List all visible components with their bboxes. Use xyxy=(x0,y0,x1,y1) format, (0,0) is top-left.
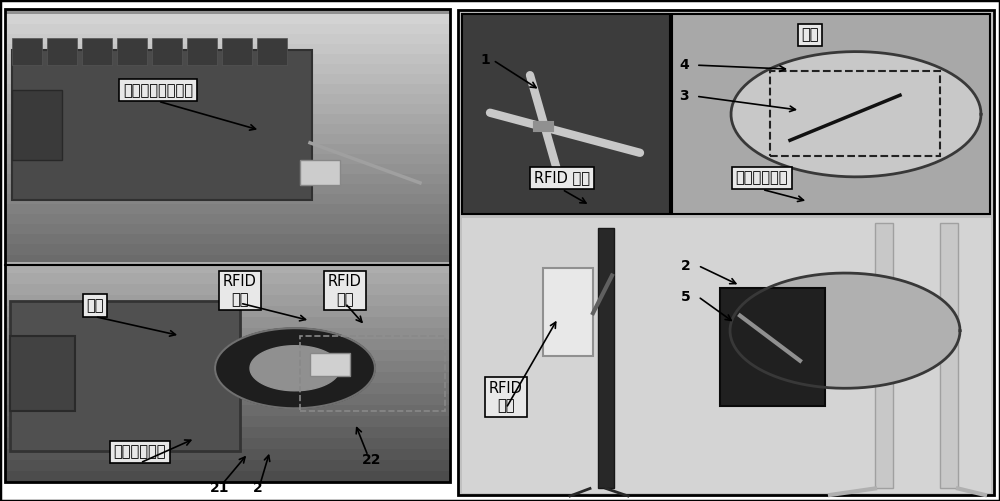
Bar xyxy=(5,124,450,134)
Text: 3: 3 xyxy=(679,89,689,103)
Text: RFID
标签: RFID 标签 xyxy=(223,275,257,307)
Text: 金属反射物体: 金属反射物体 xyxy=(114,444,166,459)
Bar xyxy=(672,14,990,214)
Bar xyxy=(5,372,450,383)
Text: 内置线性反射物体: 内置线性反射物体 xyxy=(123,83,193,98)
Bar xyxy=(598,228,614,488)
Bar xyxy=(5,394,450,405)
Bar xyxy=(5,174,450,184)
Bar xyxy=(5,74,450,84)
Bar xyxy=(875,318,958,326)
Bar xyxy=(5,284,450,295)
Bar xyxy=(5,295,450,306)
Bar xyxy=(5,361,450,372)
Bar xyxy=(5,54,450,64)
Bar xyxy=(770,71,940,156)
Text: 21: 21 xyxy=(210,481,230,495)
Bar xyxy=(5,328,450,339)
Bar xyxy=(5,9,450,265)
Bar xyxy=(5,134,450,144)
Bar xyxy=(5,339,450,350)
Bar xyxy=(5,416,450,427)
Bar xyxy=(5,194,450,204)
Text: 金属反射物体: 金属反射物体 xyxy=(736,170,788,185)
Bar xyxy=(875,223,893,488)
Text: 转轴: 转轴 xyxy=(86,298,104,313)
Bar xyxy=(458,10,994,495)
Bar xyxy=(10,336,75,411)
Bar xyxy=(152,38,182,65)
Bar xyxy=(5,154,450,164)
Bar xyxy=(5,24,450,34)
Bar xyxy=(5,44,450,54)
Bar xyxy=(5,317,450,328)
Text: 1: 1 xyxy=(480,53,490,67)
Text: RFID
天线: RFID 天线 xyxy=(328,275,362,307)
Bar xyxy=(5,438,450,449)
Bar xyxy=(10,301,240,451)
Bar xyxy=(5,460,450,471)
Bar xyxy=(5,350,450,361)
Bar xyxy=(5,214,450,224)
Bar xyxy=(12,50,312,200)
Bar xyxy=(5,254,450,265)
Bar xyxy=(12,90,62,160)
Bar xyxy=(5,383,450,394)
Text: 转盘: 转盘 xyxy=(801,28,819,43)
Bar xyxy=(5,144,450,154)
Polygon shape xyxy=(731,52,981,177)
Bar xyxy=(543,268,593,356)
Bar xyxy=(187,38,217,65)
Bar xyxy=(5,184,450,194)
Text: 4: 4 xyxy=(679,58,689,72)
Bar xyxy=(5,427,450,438)
Polygon shape xyxy=(215,328,375,408)
Bar xyxy=(5,224,450,234)
Text: RFID
天线: RFID 天线 xyxy=(489,381,523,413)
Bar xyxy=(5,405,450,416)
Text: 2: 2 xyxy=(253,481,263,495)
Bar xyxy=(5,104,450,114)
Bar xyxy=(5,262,450,273)
Bar xyxy=(47,38,77,65)
Bar xyxy=(5,9,450,482)
Text: 2: 2 xyxy=(681,259,691,273)
Bar xyxy=(5,114,450,124)
Bar xyxy=(117,38,147,65)
Bar xyxy=(82,38,112,65)
Bar xyxy=(5,164,450,174)
Polygon shape xyxy=(730,273,960,388)
Text: 22: 22 xyxy=(362,453,382,467)
Bar xyxy=(5,449,450,460)
Bar xyxy=(462,218,991,493)
Bar xyxy=(222,38,252,65)
Bar xyxy=(5,84,450,94)
Bar xyxy=(5,273,450,284)
Bar xyxy=(310,353,350,376)
Bar xyxy=(5,204,450,214)
Bar xyxy=(462,14,670,214)
Bar xyxy=(5,265,450,482)
Bar xyxy=(720,288,825,406)
Bar xyxy=(257,38,287,65)
Bar xyxy=(5,306,450,317)
Bar xyxy=(5,94,450,104)
Polygon shape xyxy=(250,346,340,391)
Bar xyxy=(5,244,450,255)
Bar xyxy=(300,336,445,411)
Bar xyxy=(300,160,340,185)
Text: RFID 标签: RFID 标签 xyxy=(534,170,590,185)
Bar xyxy=(5,234,450,244)
Bar xyxy=(5,64,450,74)
Bar xyxy=(5,471,450,482)
Bar xyxy=(940,223,958,488)
Bar xyxy=(5,34,450,44)
Bar xyxy=(5,14,450,24)
Text: 5: 5 xyxy=(681,290,691,304)
Bar xyxy=(12,38,42,65)
